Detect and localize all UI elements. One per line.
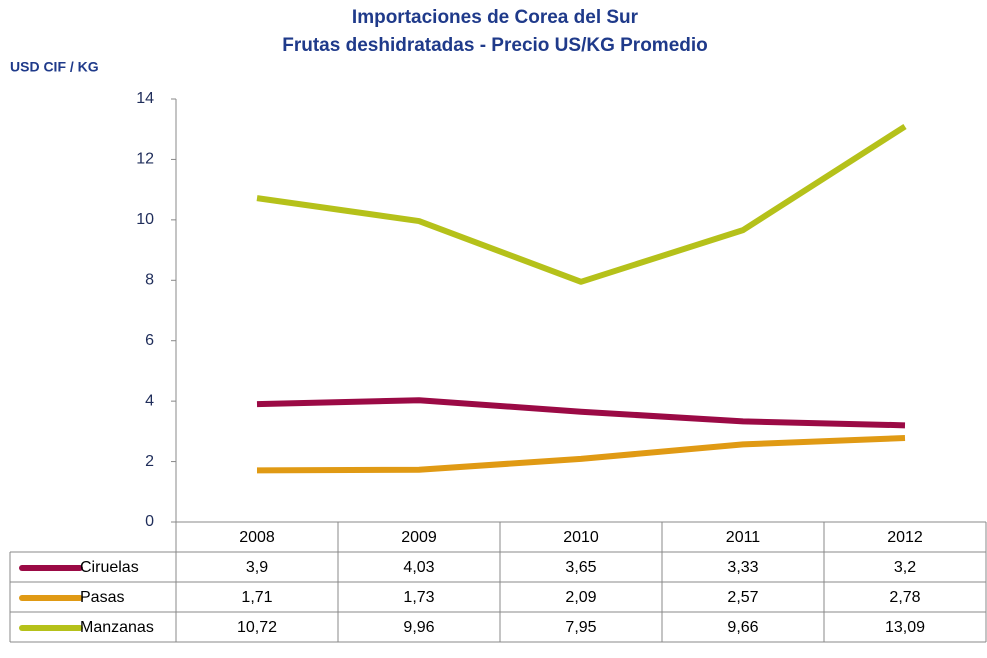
chart-subtitle: Frutas deshidratadas - Precio US/KG Prom… [282, 35, 708, 56]
table-value: 1,71 [241, 589, 272, 606]
legend-label: Ciruelas [80, 559, 139, 576]
table-value: 3,2 [894, 559, 916, 576]
table-value: 3,33 [727, 559, 758, 576]
table-value: 4,03 [403, 559, 434, 576]
x-tick-label: 2010 [563, 529, 599, 546]
table-value: 1,73 [403, 589, 434, 606]
y-tick-label: 8 [145, 272, 154, 289]
table-value: 7,95 [565, 619, 596, 636]
table-value: 2,57 [727, 589, 758, 606]
y-tick-label: 10 [136, 211, 154, 228]
y-tick-label: 4 [145, 392, 154, 409]
series-line [256, 435, 906, 474]
series-line [256, 123, 907, 285]
x-tick-label: 2009 [401, 529, 437, 546]
table-value: 3,9 [246, 559, 268, 576]
table-value: 13,09 [885, 619, 925, 636]
table-value: 2,09 [565, 589, 596, 606]
x-tick-label: 2012 [887, 529, 923, 546]
y-tick-label: 2 [145, 453, 154, 470]
y-tick-label: 0 [145, 513, 154, 530]
chart-title: Importaciones de Corea del Sur [352, 7, 639, 28]
x-tick-label: 2011 [726, 529, 761, 546]
legend-label: Manzanas [80, 619, 154, 636]
y-tick-label: 6 [145, 332, 154, 349]
table-value: 9,96 [403, 619, 434, 636]
y-axis-label: USD CIF / KG [10, 59, 99, 75]
x-tick-label: 2008 [239, 529, 275, 546]
table-value: 10,72 [237, 619, 277, 636]
table-value: 9,66 [727, 619, 758, 636]
table-value: 2,78 [889, 589, 920, 606]
y-tick-label: 12 [136, 151, 154, 168]
table-value: 3,65 [565, 559, 596, 576]
series-line [256, 397, 906, 429]
y-tick-label: 14 [136, 90, 154, 107]
legend-label: Pasas [80, 589, 124, 606]
